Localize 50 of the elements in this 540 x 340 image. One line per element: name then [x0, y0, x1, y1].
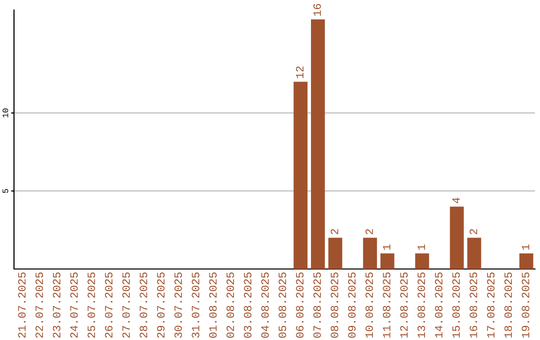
bar — [380, 253, 394, 269]
x-tick-label: 10.08.2025 — [365, 272, 373, 338]
bar — [415, 253, 430, 269]
x-tick-label: 17.08.2025 — [487, 272, 495, 338]
x-tick-label: 04.08.2025 — [261, 272, 269, 338]
x-tick-label: 09.08.2025 — [348, 272, 356, 338]
data-label: 4 — [452, 198, 460, 204]
bar — [363, 238, 377, 269]
bar — [467, 238, 482, 269]
x-tick-label: 18.08.2025 — [504, 272, 512, 338]
x-tick-label: 13.08.2025 — [418, 272, 426, 338]
x-tick-label: 15.08.2025 — [452, 272, 460, 338]
data-label: 2 — [330, 229, 338, 234]
data-label: 1 — [382, 244, 390, 250]
x-tick-label: 31.07.2025 — [192, 272, 200, 338]
data-label: 12 — [296, 66, 304, 78]
x-tick-label: 26.07.2025 — [104, 272, 112, 338]
x-tick-label: 11.08.2025 — [382, 272, 390, 338]
x-tick-label: 14.08.2025 — [434, 272, 442, 338]
data-label: 1 — [418, 244, 425, 250]
x-tick-label: 22.07.2025 — [35, 272, 44, 338]
data-label: 2 — [365, 229, 373, 234]
x-tick-label: 16.08.2025 — [470, 272, 478, 338]
data-label: 2 — [470, 229, 478, 234]
bar — [519, 253, 534, 269]
bar — [310, 19, 325, 269]
bar — [450, 206, 464, 269]
x-tick-label: 27.07.2025 — [122, 272, 130, 338]
x-tick-label: 21.07.2025 — [18, 272, 26, 338]
data-label: 1 — [522, 244, 530, 250]
bar — [294, 82, 308, 269]
x-tick-label: 12.08.2025 — [400, 272, 408, 338]
x-tick-label: 06.08.2025 — [296, 272, 304, 338]
x-tick-label: 25.07.2025 — [88, 272, 96, 338]
data-label: 16 — [313, 4, 321, 16]
x-tick-label: 05.08.2025 — [278, 272, 286, 338]
x-tick-label: 24.07.2025 — [70, 272, 78, 338]
x-tick-label: 19.08.2025 — [522, 272, 530, 338]
x-tick-label: 28.07.2025 — [140, 272, 148, 338]
x-tick-label: 01.08.2025 — [209, 272, 217, 338]
x-tick-label: 30.07.2025 — [174, 272, 182, 338]
x-tick-label: 02.08.2025 — [226, 272, 234, 338]
x-tick-label: 23.07.2025 — [52, 272, 60, 338]
bar — [328, 238, 342, 269]
x-tick-label: 29.07.2025 — [157, 272, 165, 338]
y-tick-label: 5 — [2, 189, 8, 193]
y-tick-label: 10 — [2, 108, 8, 118]
x-tick-label: 03.08.2025 — [244, 272, 252, 338]
x-tick-label: 07.08.2025 — [313, 272, 321, 338]
x-tick-label: 08.08.2025 — [330, 272, 338, 338]
